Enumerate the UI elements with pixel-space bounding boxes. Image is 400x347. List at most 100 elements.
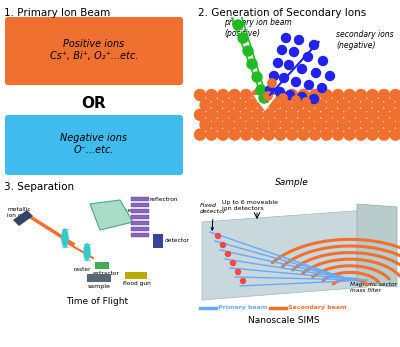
Circle shape xyxy=(312,68,320,77)
Circle shape xyxy=(229,129,240,140)
Text: metallic
ion gun: metallic ion gun xyxy=(7,207,30,218)
Circle shape xyxy=(298,93,306,102)
Circle shape xyxy=(264,90,274,101)
Circle shape xyxy=(332,90,344,101)
Bar xyxy=(125,272,147,279)
Circle shape xyxy=(206,90,217,101)
Polygon shape xyxy=(253,95,277,111)
Circle shape xyxy=(240,90,252,101)
Circle shape xyxy=(223,119,234,130)
Polygon shape xyxy=(13,210,33,226)
Circle shape xyxy=(298,129,309,140)
Circle shape xyxy=(304,52,312,61)
Circle shape xyxy=(292,99,303,110)
Circle shape xyxy=(292,96,300,104)
Circle shape xyxy=(212,99,222,110)
Circle shape xyxy=(278,45,286,54)
Circle shape xyxy=(294,35,304,44)
Circle shape xyxy=(378,90,390,101)
Circle shape xyxy=(236,270,240,274)
Circle shape xyxy=(206,109,217,120)
Circle shape xyxy=(304,81,314,90)
Text: ToF analyser: ToF analyser xyxy=(97,208,134,212)
Circle shape xyxy=(268,79,276,87)
Circle shape xyxy=(310,109,320,120)
Circle shape xyxy=(252,129,263,140)
Text: Time of Flight: Time of Flight xyxy=(66,297,128,306)
FancyBboxPatch shape xyxy=(5,115,183,175)
Circle shape xyxy=(318,84,326,93)
Circle shape xyxy=(252,109,263,120)
Circle shape xyxy=(356,109,366,120)
Circle shape xyxy=(310,129,320,140)
Circle shape xyxy=(286,90,298,101)
Circle shape xyxy=(264,109,274,120)
Circle shape xyxy=(390,129,400,140)
Circle shape xyxy=(372,119,384,130)
Circle shape xyxy=(212,119,222,130)
Circle shape xyxy=(243,46,253,56)
Circle shape xyxy=(270,71,278,81)
Bar xyxy=(131,203,149,207)
Circle shape xyxy=(310,41,318,50)
Circle shape xyxy=(338,99,349,110)
Circle shape xyxy=(276,87,284,96)
Circle shape xyxy=(326,119,338,130)
Circle shape xyxy=(356,129,366,140)
Circle shape xyxy=(292,119,303,130)
Circle shape xyxy=(286,109,298,120)
Circle shape xyxy=(246,99,257,110)
Circle shape xyxy=(238,33,248,43)
Text: Negative ions: Negative ions xyxy=(60,133,128,143)
Text: Fixed
detector: Fixed detector xyxy=(200,203,227,230)
Circle shape xyxy=(321,129,332,140)
Circle shape xyxy=(218,109,228,120)
Circle shape xyxy=(292,77,300,86)
Circle shape xyxy=(344,109,355,120)
Text: Sample: Sample xyxy=(275,178,309,187)
Circle shape xyxy=(280,99,292,110)
Bar xyxy=(131,215,149,219)
Text: OR: OR xyxy=(82,95,106,110)
Bar xyxy=(131,233,149,237)
Circle shape xyxy=(269,99,280,110)
Circle shape xyxy=(194,90,206,101)
Circle shape xyxy=(194,129,206,140)
Text: 1. Primary Ion Beam: 1. Primary Ion Beam xyxy=(4,8,110,18)
Text: Positive ions: Positive ions xyxy=(63,39,125,49)
Text: Nanoscale SIMS: Nanoscale SIMS xyxy=(248,316,320,325)
Text: extractor: extractor xyxy=(93,271,120,276)
Circle shape xyxy=(264,129,274,140)
Circle shape xyxy=(252,90,263,101)
Circle shape xyxy=(200,99,211,110)
Circle shape xyxy=(290,48,298,57)
Circle shape xyxy=(256,85,266,95)
Circle shape xyxy=(226,252,230,256)
Circle shape xyxy=(372,99,384,110)
Circle shape xyxy=(218,90,228,101)
FancyBboxPatch shape xyxy=(5,17,183,85)
Circle shape xyxy=(230,261,236,265)
Circle shape xyxy=(234,119,246,130)
Circle shape xyxy=(258,119,268,130)
Circle shape xyxy=(284,60,294,69)
Circle shape xyxy=(302,98,310,106)
Circle shape xyxy=(279,94,287,102)
Circle shape xyxy=(396,99,400,110)
Text: raster: raster xyxy=(73,267,90,272)
Circle shape xyxy=(384,99,395,110)
Circle shape xyxy=(218,129,228,140)
Circle shape xyxy=(229,90,240,101)
Circle shape xyxy=(367,129,378,140)
Text: detector: detector xyxy=(165,237,190,243)
Circle shape xyxy=(246,119,257,130)
Text: O⁻...etc.: O⁻...etc. xyxy=(74,145,114,155)
Circle shape xyxy=(194,109,206,120)
Polygon shape xyxy=(202,210,367,300)
Circle shape xyxy=(344,90,355,101)
Circle shape xyxy=(298,90,309,101)
Circle shape xyxy=(233,20,243,30)
Circle shape xyxy=(356,90,366,101)
Circle shape xyxy=(390,109,400,120)
Circle shape xyxy=(310,94,318,103)
